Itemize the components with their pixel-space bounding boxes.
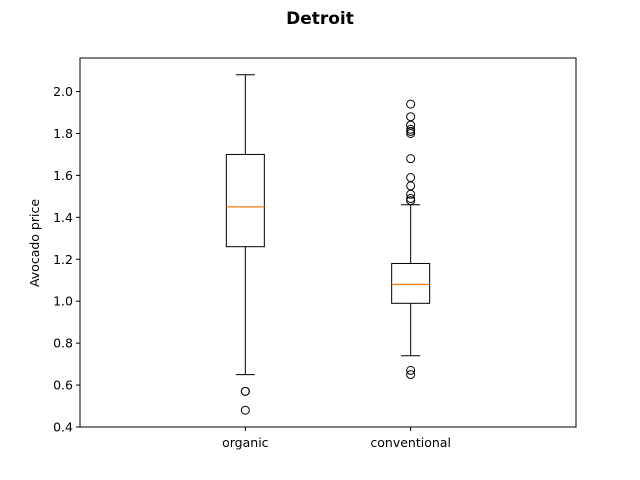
y-axis-label: Avocado price bbox=[27, 199, 42, 287]
iqr-box bbox=[391, 262, 431, 304]
x-tick-label: conventional bbox=[370, 435, 451, 450]
plot-area-frame bbox=[79, 57, 577, 428]
outlier-point bbox=[240, 405, 250, 415]
outlier-point bbox=[406, 124, 416, 134]
outlier-point bbox=[406, 193, 416, 203]
outlier-point bbox=[406, 154, 416, 164]
y-tick-label: 1.2 bbox=[53, 252, 73, 267]
outlier-point bbox=[240, 386, 250, 396]
outlier-point bbox=[406, 99, 416, 109]
y-tick-label: 2.0 bbox=[53, 84, 73, 99]
outlier-point bbox=[406, 370, 416, 380]
y-tick-label: 0.4 bbox=[53, 420, 73, 435]
outlier-point bbox=[406, 112, 416, 122]
chart-title: Detroit bbox=[286, 9, 354, 29]
box-organic bbox=[225, 74, 265, 415]
outlier-point bbox=[406, 173, 416, 183]
outlier-point bbox=[406, 196, 416, 206]
outlier-point bbox=[406, 126, 416, 136]
y-tick-label: 0.8 bbox=[53, 336, 73, 351]
x-tick-label: organic bbox=[222, 435, 269, 450]
y-tick-label: 1.6 bbox=[53, 168, 73, 183]
iqr-box bbox=[225, 153, 265, 248]
y-tick-label: 1.8 bbox=[53, 126, 73, 141]
box-conventional bbox=[391, 99, 431, 380]
outlier-point bbox=[406, 181, 416, 191]
y-tick-label: 1.4 bbox=[53, 210, 73, 225]
y-tick-label: 1.0 bbox=[53, 294, 73, 309]
x-axis: organic conventional bbox=[222, 427, 451, 450]
outlier-point bbox=[406, 365, 416, 375]
y-axis: 0.4 0.6 0.8 1.0 1.2 1.4 1.6 1.8 2.0 bbox=[53, 84, 80, 435]
y-tick-label: 0.6 bbox=[53, 378, 73, 393]
box-series bbox=[225, 74, 431, 415]
